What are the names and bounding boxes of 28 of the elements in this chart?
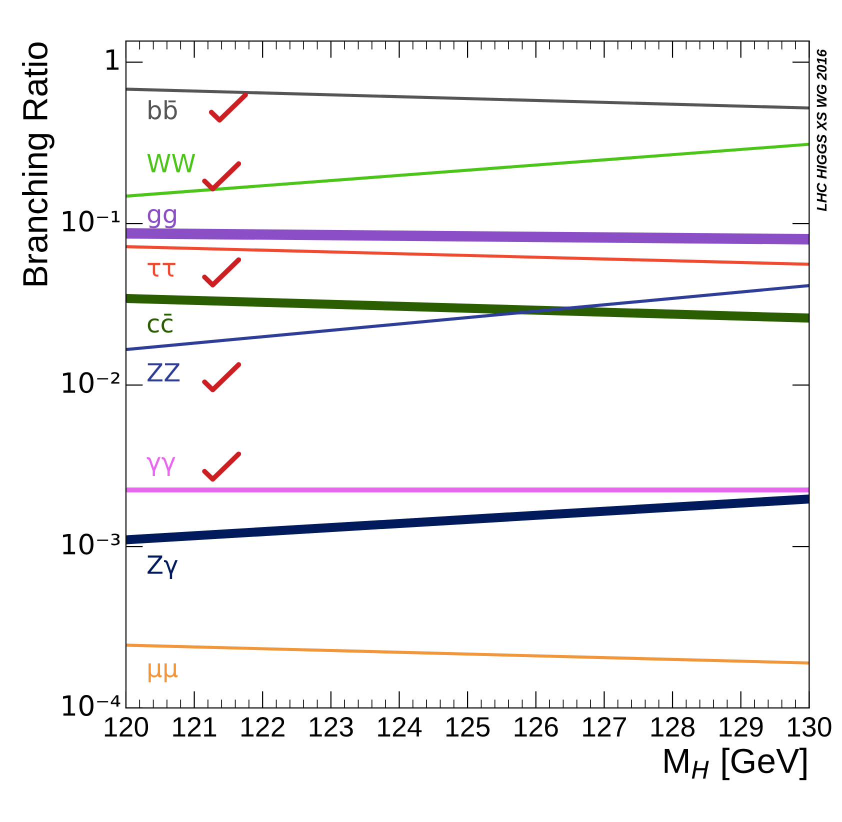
series-label: ττ	[148, 262, 176, 277]
x-tick-label: 120	[104, 717, 148, 737]
series-label: μμ	[148, 663, 178, 682]
x-tick-label: 125	[446, 717, 490, 737]
x-tick-label: 122	[242, 717, 284, 736]
x-tick-label: 121	[173, 717, 216, 736]
x-tick-label: 126	[514, 717, 558, 737]
x-tick-label: 127	[583, 717, 626, 736]
series-label: Zγ	[148, 556, 178, 579]
series-label: WW	[147, 154, 196, 172]
x-tick-label: 129	[720, 717, 763, 737]
series-label: ZZ	[148, 363, 180, 382]
y-tick-label: 10⁻¹	[63, 210, 120, 232]
x-axis-title: M$_{H}$ [GeV]	[664, 748, 806, 780]
series-label: bb̄	[148, 100, 177, 120]
x-tick-label: 128	[651, 717, 694, 737]
series-label: γγ	[146, 457, 176, 476]
x-tick-label: 123	[310, 717, 353, 737]
y-tick-label: 10⁻³	[63, 534, 120, 555]
text: LHC HIGGS XS WG 2016	[816, 49, 827, 212]
x-tick-label: 130	[788, 717, 832, 737]
y-tick-label: 10⁻⁴	[63, 695, 120, 716]
y-tick-label: 10⁻²	[63, 372, 120, 394]
y-tick-label: 1	[106, 50, 119, 70]
y-axis-title: Branching Ratio	[22, 42, 54, 286]
x-tick-label: 124	[378, 717, 422, 736]
series-label: gg	[148, 208, 176, 228]
series-label: cc̄	[148, 314, 172, 333]
